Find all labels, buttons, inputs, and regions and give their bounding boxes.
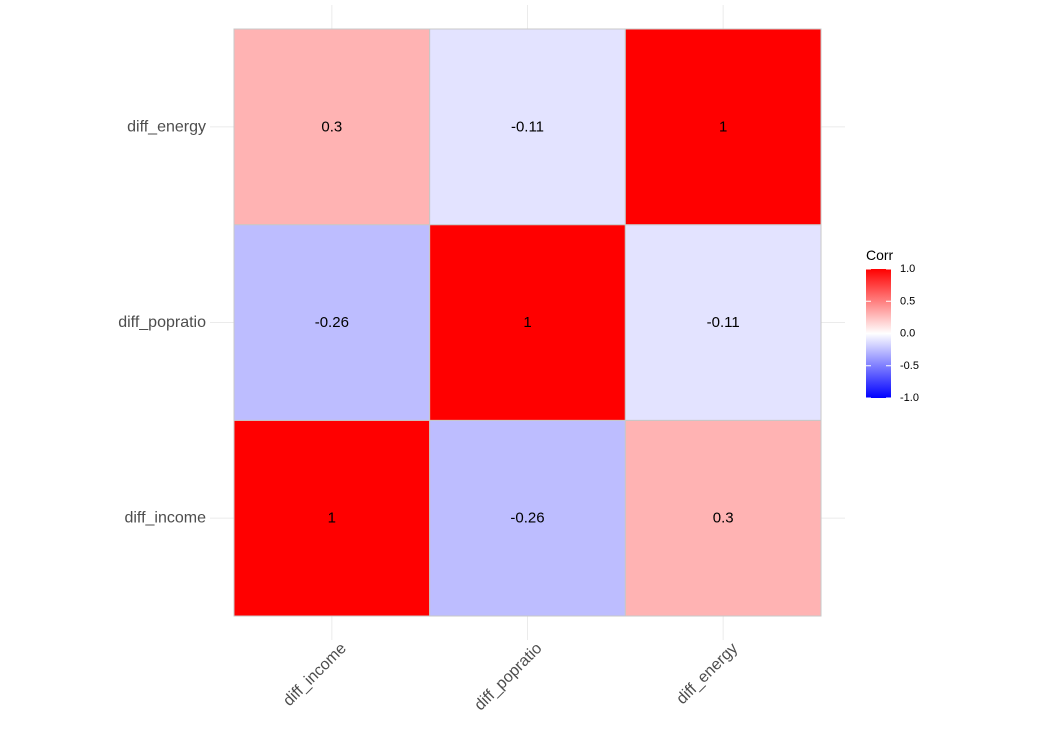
cell-value-labels: 1 -0.26 0.3 -0.26 1 -0.11 0.3 -0.11 1 [315,118,740,526]
y-tick-label-diff-income: diff_income [124,510,206,527]
legend-tick-label: 1.0 [900,263,915,275]
cell-value-label: 1 [523,314,531,331]
legend-ticks: 1.0 0.5 0.0 -0.5 -1.0 [866,263,919,404]
heatmap-tiles [233,28,822,617]
x-axis: diff_income diff_popratio diff_energy [280,640,741,714]
heatmap-cell-diff-energy-diff-energy [624,28,822,226]
y-axis: diff_income diff_popratio diff_energy [118,118,206,526]
heatmap-cell-diff-popratio-diff-energy [429,28,626,226]
legend-tick-label: 0.0 [900,328,915,340]
x-tick-label-diff-energy: diff_energy [673,640,741,708]
y-tick-label-diff-energy: diff_energy [127,118,206,135]
cell-value-label: 0.3 [321,118,342,135]
heatmap-cell-diff-income-diff-income [233,419,431,617]
y-tick-label-diff-popratio: diff_popratio [118,314,206,331]
cell-value-label: -0.26 [315,314,349,331]
cell-value-label: -0.11 [511,118,544,135]
cell-value-label: 1 [719,118,727,135]
heatmap-cell-diff-energy-diff-income [624,419,822,617]
x-tick-label-diff-popratio: diff_popratio [471,640,545,714]
cell-value-label: -0.26 [510,510,544,527]
heatmap-cell-diff-popratio-diff-popratio [429,224,626,421]
heatmap-cell-diff-income-diff-energy [233,28,431,226]
cell-value-label: 0.3 [713,510,734,527]
heatmap-cell-diff-energy-diff-popratio [624,224,822,421]
legend-tick-label: -1.0 [900,392,919,404]
legend-tick-label: 0.5 [900,295,915,307]
cell-value-label: 1 [328,510,336,527]
color-legend: Corr 1.0 0.5 0.0 -0.5 -1.0 [866,247,919,404]
legend-tick-label: -0.5 [900,360,919,372]
legend-title: Corr [866,247,894,263]
x-tick-label-diff-income: diff_income [280,640,350,710]
cell-value-label: -0.11 [707,314,740,331]
